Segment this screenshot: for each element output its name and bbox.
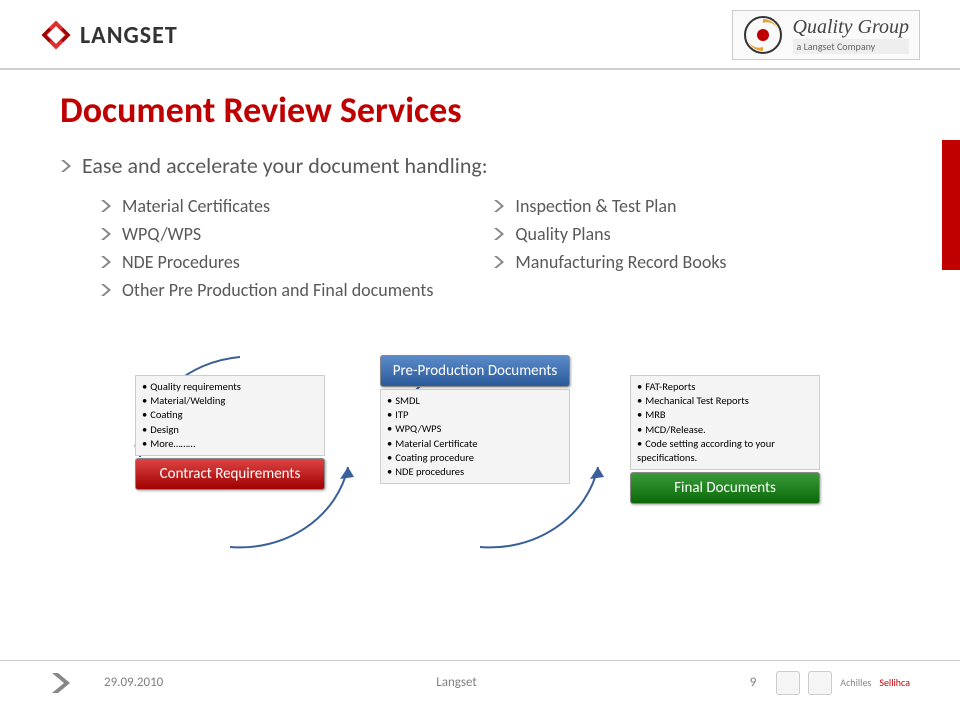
stage-item: Design: [142, 423, 318, 437]
slide-footer: 29.09.2010 Langset 9 Achilles Sellihca: [0, 660, 960, 704]
left-column: Material Certificates WPQ/WPS NDE Procedur…: [100, 195, 433, 307]
bullet-text: WPQ/WPS: [122, 223, 201, 245]
bullet-item: WPQ/WPS: [100, 223, 433, 245]
chevron-icon: [100, 227, 114, 241]
bullet-item: NDE Procedures: [100, 251, 433, 273]
quality-group-logo: Quality Group a Langset Company: [732, 10, 920, 60]
stage-item: Material/Welding: [142, 394, 318, 408]
stage-item: MRB: [637, 408, 813, 422]
stage-item: ITP: [387, 408, 563, 422]
stage-item: Quality requirements: [142, 380, 318, 394]
chevron-icon: [100, 283, 114, 297]
stage-contract-requirements: Quality requirementsMaterial/WeldingCoat…: [135, 375, 325, 490]
stage-item: More………: [142, 437, 318, 451]
stage-item: NDE procedures: [387, 465, 563, 479]
bullet-columns: Material Certificates WPQ/WPS NDE Procedur…: [100, 195, 900, 307]
bullet-item: Inspection & Test Plan: [493, 195, 726, 217]
chevron-icon: [493, 255, 507, 269]
bullet-text: Manufacturing Record Books: [515, 251, 726, 273]
page-title: Document Review Services: [60, 88, 900, 132]
swirl-icon: [743, 15, 783, 55]
sellicha-badge: Sellihca: [879, 676, 910, 689]
quality-group-subtitle: a Langset Company: [793, 39, 909, 54]
stage-item: Coating: [142, 408, 318, 422]
chevron-icon: [493, 227, 507, 241]
bullet-text: Inspection & Test Plan: [515, 195, 676, 217]
stage2-header: Pre-Production Documents: [380, 355, 570, 387]
subtitle-row: Ease and accelerate your document handli…: [60, 152, 900, 179]
footer-center: Langset: [436, 675, 476, 690]
stage-item: Material Certificate: [387, 437, 563, 451]
stage-pre-production: Pre-Production Documents SMDLITPWPQ/WPSM…: [380, 355, 570, 484]
stage1-items: Quality requirementsMaterial/WeldingCoat…: [135, 375, 325, 456]
footer-date: 29.09.2010: [104, 675, 163, 690]
stage-item: Coating procedure: [387, 451, 563, 465]
stage1-header: Contract Requirements: [135, 458, 325, 490]
bullet-item: Other Pre Production and Final documents: [100, 279, 433, 301]
bullet-text: Material Certificates: [122, 195, 270, 217]
stage-item: Mechanical Test Reports: [637, 394, 813, 408]
chevron-icon: [100, 255, 114, 269]
subtitle-text: Ease and accelerate your document handli…: [82, 152, 488, 179]
stage-item: SMDL: [387, 394, 563, 408]
bullet-item: Manufacturing Record Books: [493, 251, 726, 273]
cert-badge-icon: [776, 671, 800, 695]
stage-item: WPQ/WPS: [387, 422, 563, 436]
slide-header: LANGSET Quality Group a Langset Company: [0, 0, 960, 70]
stage2-items: SMDLITPWPQ/WPSMaterial CertificateCoatin…: [380, 389, 570, 484]
bullet-item: Material Certificates: [100, 195, 433, 217]
stage-item: FAT-Reports: [637, 380, 813, 394]
side-accent-bar: [942, 140, 960, 270]
quality-group-title: Quality Group: [793, 16, 909, 39]
bullet-item: Quality Plans: [493, 223, 726, 245]
stage-item: MCD/Release.: [637, 423, 813, 437]
chevron-icon: [60, 159, 74, 173]
cert-badge-icon: [808, 671, 832, 695]
right-column: Inspection & Test Plan Quality Plans Manuf…: [493, 195, 726, 307]
footer-page: 9: [750, 675, 757, 690]
footer-chevron-icon: [50, 671, 74, 695]
footer-badges: Achilles Sellihca: [776, 671, 910, 695]
chevron-icon: [493, 199, 507, 213]
stage3-items: FAT-ReportsMechanical Test ReportsMRBMCD…: [630, 375, 820, 470]
slide-content: Document Review Services Ease and accele…: [0, 70, 960, 567]
stage-item: Code setting according to your specifica…: [637, 437, 813, 465]
bullet-text: Quality Plans: [515, 223, 610, 245]
langset-logo: LANGSET: [40, 19, 178, 51]
process-diagram: Quality requirementsMaterial/WeldingCoat…: [100, 337, 860, 567]
bullet-text: Other Pre Production and Final documents: [122, 279, 433, 301]
stage-final-documents: FAT-ReportsMechanical Test ReportsMRBMCD…: [630, 375, 820, 504]
achilles-badge: Achilles: [840, 676, 871, 689]
brand-text: LANGSET: [80, 21, 178, 50]
chevron-icon: [100, 199, 114, 213]
stage3-header: Final Documents: [630, 472, 820, 504]
bullet-text: NDE Procedures: [122, 251, 240, 273]
diamond-icon: [40, 19, 72, 51]
